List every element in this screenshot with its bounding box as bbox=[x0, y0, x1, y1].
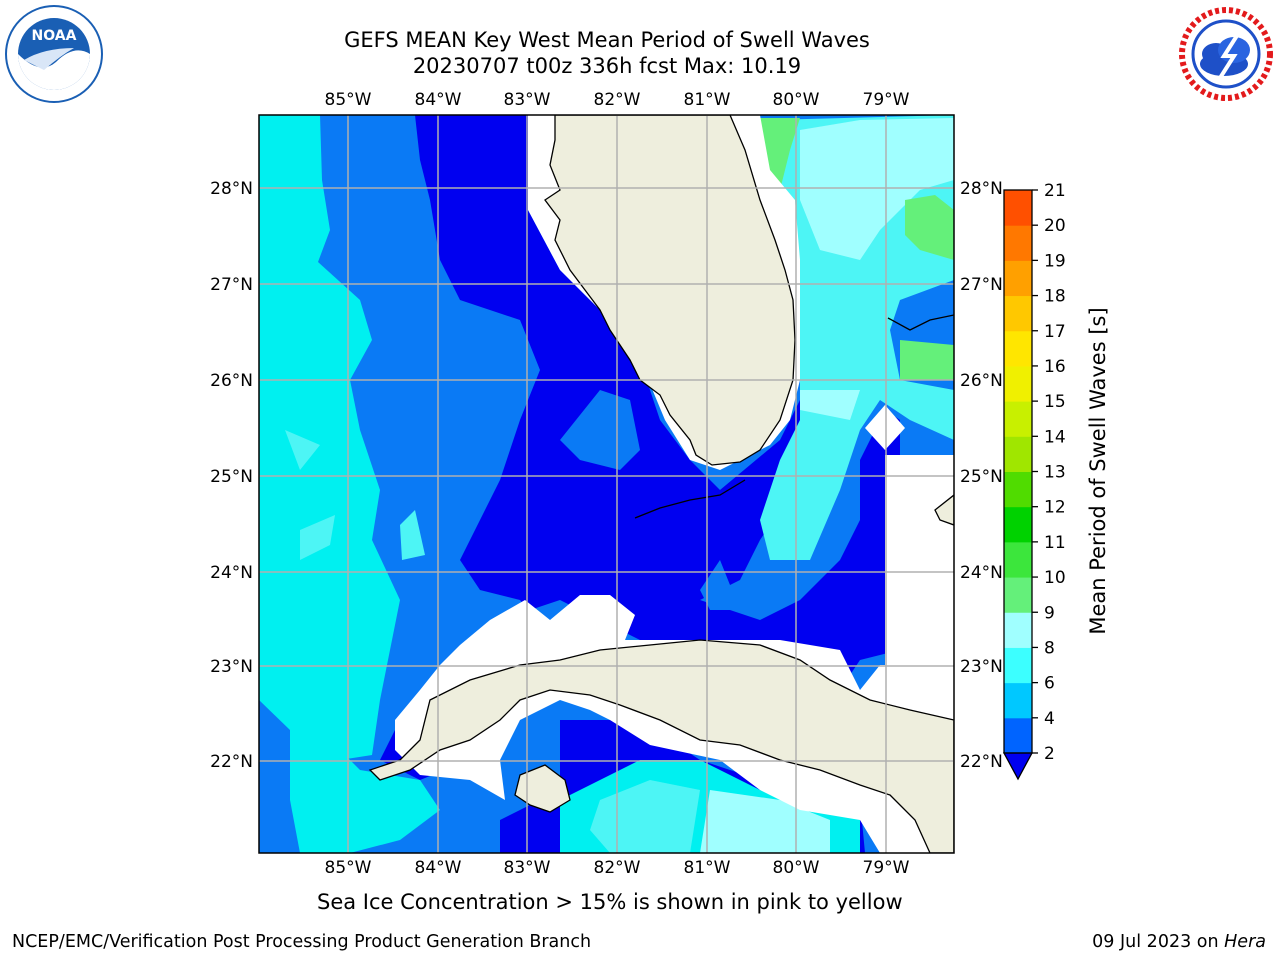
lat-label: 28°N bbox=[960, 179, 1003, 199]
lon-label: 85°W bbox=[325, 90, 372, 110]
colorbar-tick-label: 11 bbox=[1044, 533, 1066, 553]
land-grand-bahama bbox=[887, 314, 954, 331]
colorbar: 2 4 6 8 9 10 11 12 13 14 15 16 17 18 19 20 21 bbox=[1002, 181, 1066, 781]
colorbar-tick-label: 20 bbox=[1044, 216, 1066, 236]
sea-ice-note: Sea Ice Concentration > 15% is shown in … bbox=[317, 890, 903, 914]
lat-label: 27°N bbox=[210, 275, 253, 295]
colorbar-segment bbox=[1004, 365, 1032, 402]
cyan-region-south-west bbox=[290, 720, 440, 853]
map-frame bbox=[258, 114, 955, 854]
nodata-region-east bbox=[885, 455, 954, 680]
lon-label: 80°W bbox=[773, 858, 820, 878]
land-bahamas-andros bbox=[934, 494, 954, 526]
light-cyan-patch-west bbox=[285, 430, 425, 560]
colorbar-tick-label: 9 bbox=[1044, 603, 1055, 623]
colorbar-extend-arrow bbox=[1002, 752, 1034, 781]
land-isla-juventud bbox=[514, 764, 571, 813]
light-cyan-region-south bbox=[700, 790, 830, 853]
colorbar-segment bbox=[1004, 577, 1032, 613]
lat-label: 26°N bbox=[960, 371, 1003, 391]
colorbar-label: Mean Period of Swell Waves [s] bbox=[1086, 307, 1110, 634]
colorbar-segment bbox=[1004, 295, 1032, 332]
colorbar-segment bbox=[1004, 647, 1032, 684]
swell-period-field bbox=[259, 115, 954, 853]
colorbar-segment bbox=[1004, 541, 1032, 578]
colorbar-tick-label: 14 bbox=[1044, 427, 1066, 447]
colorbar-segment bbox=[1004, 506, 1032, 543]
lon-label: 81°W bbox=[684, 90, 731, 110]
land-cuba bbox=[368, 639, 954, 853]
colorbar-tick-label: 17 bbox=[1044, 322, 1066, 342]
lon-label: 83°W bbox=[504, 90, 551, 110]
dark-blue-region-center bbox=[380, 115, 910, 780]
lon-label: 85°W bbox=[325, 858, 372, 878]
map-title-line-2: 20230707 t00z 336h fcst Max: 10.19 bbox=[412, 54, 802, 78]
lon-label: 80°W bbox=[773, 90, 820, 110]
colorbar-segment bbox=[1004, 401, 1032, 437]
colorbar-tick-label: 21 bbox=[1044, 181, 1066, 201]
medium-blue-patch-center bbox=[560, 390, 740, 610]
colorbar-segment bbox=[1004, 260, 1032, 297]
colorbar-tick-label: 8 bbox=[1044, 638, 1055, 658]
colorbar-tick-label: 19 bbox=[1044, 251, 1066, 271]
colorbar-tick-label: 4 bbox=[1044, 709, 1055, 729]
lat-label: 22°N bbox=[960, 752, 1003, 772]
colorbar-segment bbox=[1004, 190, 1032, 226]
footer-date-text: 09 Jul 2023 on bbox=[1092, 932, 1225, 952]
lon-label: 79°W bbox=[863, 858, 910, 878]
nws-logo bbox=[1178, 6, 1274, 102]
lat-label: 25°N bbox=[210, 467, 253, 487]
lon-label: 82°W bbox=[594, 858, 641, 878]
colorbar-tick-label: 2 bbox=[1044, 744, 1055, 764]
colorbar-segment bbox=[1004, 436, 1032, 472]
footer-host: Hera bbox=[1224, 932, 1266, 952]
lon-label: 84°W bbox=[415, 858, 462, 878]
lon-labels-top: 85°W 84°W 83°W 82°W 81°W 80°W 79°W bbox=[325, 90, 910, 110]
lon-label: 79°W bbox=[863, 90, 910, 110]
light-cyan-region-east bbox=[800, 118, 954, 420]
colorbar-segment bbox=[1004, 717, 1032, 754]
noaa-logo: NOAA bbox=[5, 5, 103, 103]
lat-label: 26°N bbox=[210, 371, 253, 391]
lat-label: 28°N bbox=[210, 179, 253, 199]
colorbar-tick-label: 15 bbox=[1044, 392, 1066, 412]
footer-credit: NCEP/EMC/Verification Post Processing Pr… bbox=[12, 932, 592, 952]
colorbar-tick-label: 18 bbox=[1044, 287, 1066, 307]
lon-label: 83°W bbox=[504, 858, 551, 878]
colorbar-tick-label: 6 bbox=[1044, 674, 1055, 694]
lat-label: 24°N bbox=[210, 563, 253, 583]
colorbar-tick-label: 10 bbox=[1044, 568, 1066, 588]
lat-label: 22°N bbox=[210, 752, 253, 772]
colorbar-tick-label: 12 bbox=[1044, 498, 1066, 518]
colorbar-tick-label: 13 bbox=[1044, 463, 1066, 483]
colorbar-segment bbox=[1004, 225, 1032, 261]
cyan-region-west bbox=[259, 115, 400, 760]
colorbar-segment bbox=[1004, 471, 1032, 508]
colorbar-segment bbox=[1004, 612, 1032, 648]
gridlines bbox=[259, 115, 954, 853]
land-florida bbox=[544, 115, 796, 466]
lon-label: 82°W bbox=[594, 90, 641, 110]
lat-label: 23°N bbox=[960, 657, 1003, 677]
lon-labels-bottom: 85°W 84°W 83°W 82°W 81°W 80°W 79°W bbox=[325, 858, 910, 878]
lat-labels-right: 28°N 27°N 26°N 25°N 24°N 23°N 22°N bbox=[960, 179, 1003, 772]
nodata-diamond-bahamas bbox=[865, 405, 905, 450]
colorbar-tick-label: 16 bbox=[1044, 357, 1066, 377]
footer-date: 09 Jul 2023 on Hera bbox=[1092, 932, 1266, 952]
lat-label: 25°N bbox=[960, 467, 1003, 487]
colorbar-segment bbox=[1004, 330, 1032, 367]
land-keys bbox=[634, 479, 746, 519]
green-patch-northeast bbox=[750, 118, 954, 380]
lat-label: 24°N bbox=[960, 563, 1003, 583]
lon-label: 84°W bbox=[415, 90, 462, 110]
map-title-line-1: GEFS MEAN Key West Mean Period of Swell … bbox=[344, 28, 870, 52]
lat-labels-left: 28°N 27°N 26°N 25°N 24°N 23°N 22°N bbox=[210, 179, 253, 772]
lat-label: 27°N bbox=[960, 275, 1003, 295]
lon-label: 81°W bbox=[684, 858, 731, 878]
svg-text:NOAA: NOAA bbox=[32, 28, 77, 44]
colorbar-segment bbox=[1004, 682, 1032, 719]
lat-label: 23°N bbox=[210, 657, 253, 677]
